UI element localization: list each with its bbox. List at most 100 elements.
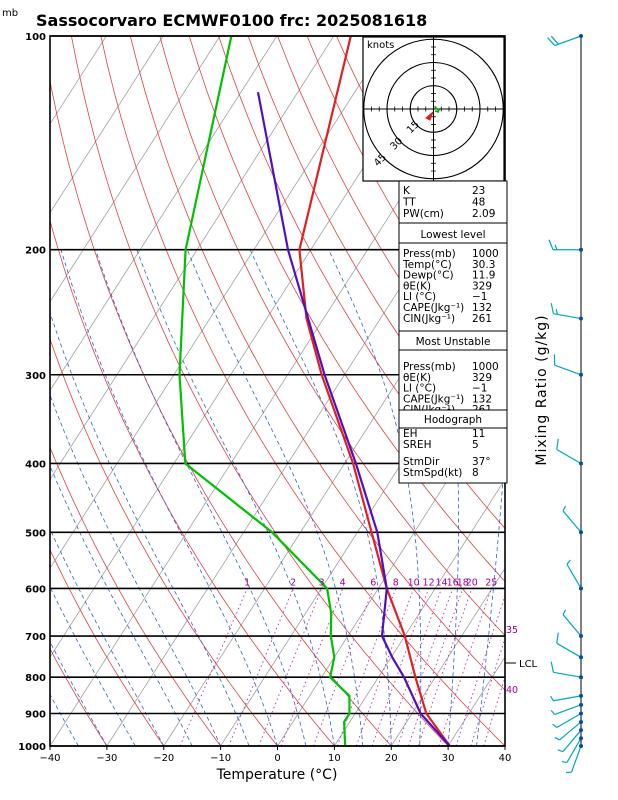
dry-adiabat-line — [50, 446, 221, 746]
dewpoint-profile — [178, 36, 351, 746]
x-tick-label: −20 — [153, 753, 174, 764]
index-value: 48 — [472, 197, 485, 209]
x-tick-label: −40 — [39, 753, 60, 764]
index-value: 1000 — [472, 361, 499, 373]
isotherm-line — [50, 36, 391, 570]
index-value: 329 — [472, 372, 492, 384]
pressure-tick-label: 900 — [25, 710, 46, 721]
mixing-ratio-label: 18 — [457, 578, 469, 589]
index-value: 2.09 — [472, 208, 495, 220]
x-tick-label: −30 — [96, 753, 117, 764]
dry-adiabat-line — [513, 36, 618, 746]
lowest-level-box — [398, 222, 508, 332]
pressure-tick-label: 100 — [25, 32, 46, 43]
mixing-ratio-label: 4 — [340, 578, 346, 589]
index-value: −1 — [472, 383, 487, 395]
wind-barb — [562, 609, 583, 639]
wind-barb — [557, 728, 583, 753]
mixing-ratio-label: 14 — [435, 578, 447, 589]
axis-labels: −40 −30 −20 −10 0 10 20 30 40 100 200 300 400 500 600 7… — [18, 32, 511, 764]
x-tick-label: 40 — [499, 753, 512, 764]
pressure-tick-label: 400 — [25, 459, 46, 470]
hodograph-stats-header: Hodograph — [424, 414, 482, 426]
mixing-ratio-label: 8 — [393, 578, 399, 589]
moist-adiabat-line — [95, 249, 307, 746]
isotherm-line — [50, 36, 278, 392]
dry-adiabat-line — [71, 36, 449, 746]
wind-barb — [561, 736, 583, 764]
dry-adiabat-line — [50, 219, 335, 746]
isotherm-line — [334, 478, 505, 746]
indices-panel: K 23 TT 48 PW(cm) 2.09 Lowest level Press(mb) 10… — [398, 180, 508, 484]
sounding-profiles — [178, 36, 451, 746]
wind-barb — [566, 559, 583, 591]
mixing-ratio-line — [228, 588, 294, 746]
mixing-ratio-label: 40 — [506, 685, 518, 696]
index-value: 37° — [472, 456, 491, 468]
wind-barb — [552, 711, 583, 729]
mixing-ratio-line — [258, 588, 323, 746]
index-label: Dewp(°C) — [403, 270, 454, 282]
dry-adiabat-line — [543, 36, 618, 746]
pressure-tick-label: 700 — [25, 632, 46, 643]
x-tick-label: 20 — [385, 753, 398, 764]
indices-summary-box — [398, 180, 508, 224]
moist-adiabat-line — [50, 527, 165, 746]
dry-adiabat-line — [50, 337, 278, 746]
index-label: Press(mb) — [403, 361, 456, 373]
pressure-unit-label: mb — [2, 8, 18, 19]
hodograph-units-label: knots — [367, 40, 394, 51]
dry-adiabat-line — [50, 647, 108, 746]
index-value: 11 — [472, 428, 485, 440]
isotherm-line — [50, 36, 221, 303]
diagram-grid — [50, 36, 618, 746]
index-value: 8 — [472, 467, 479, 479]
wind-barb — [547, 34, 583, 47]
wind-barb — [550, 661, 583, 680]
mixing-ratio-label: 2 — [290, 578, 296, 589]
mixing-ratio-line — [179, 588, 248, 746]
moist-adiabat-line — [476, 249, 505, 746]
dry-adiabat-line — [188, 36, 505, 583]
isotherm-line — [390, 567, 505, 746]
index-label: K — [403, 185, 411, 197]
wind-barb — [554, 719, 583, 741]
parcel-path — [256, 91, 451, 746]
index-value: 30.3 — [472, 259, 495, 271]
index-label: CAPE(Jkg⁻¹) — [403, 302, 464, 314]
moist-adiabat-line — [50, 693, 79, 746]
index-label: θE(K) — [403, 372, 431, 384]
pressure-tick-label: 1000 — [18, 742, 46, 753]
mixing-ratio-line — [280, 588, 344, 746]
chart-title: Sassocorvaro ECMWF0100 frc: 2025081618 — [36, 11, 427, 30]
index-value: 132 — [472, 393, 492, 405]
dry-adiabat-line — [50, 78, 392, 746]
mixing-ratio-label: 12 — [423, 578, 435, 589]
most-unstable-box — [398, 330, 508, 411]
mixing-ratio-label: 10 — [408, 578, 420, 589]
index-label: LI (°C) — [403, 383, 436, 395]
moist-adiabat-line — [50, 640, 108, 746]
pressure-tick-label: 800 — [25, 673, 46, 684]
x-tick-label: 30 — [442, 753, 455, 764]
index-label: TT — [402, 197, 416, 209]
index-value: 261 — [472, 313, 492, 325]
mixing-ratio-axis-label: Mixing Ratio (g/kg) — [534, 314, 550, 465]
wind-barb — [562, 505, 583, 535]
index-value: −1 — [472, 291, 487, 303]
dry-adiabat-line — [602, 36, 618, 746]
mixing-ratio-label: 3 — [319, 578, 325, 589]
most-unstable-header: Most Unstable — [416, 336, 491, 348]
wind-barb — [556, 438, 583, 466]
lcl-label: LCL — [519, 659, 538, 670]
index-label: EH — [403, 428, 418, 440]
temperature-profile — [298, 36, 451, 746]
dry-adiabat-line — [129, 36, 505, 691]
dry-adiabat-line — [100, 36, 505, 746]
mixing-ratio-label: 16 — [447, 578, 459, 589]
dry-adiabat-line — [572, 36, 618, 746]
pressure-tick-label: 500 — [25, 528, 46, 539]
isotherm-line — [504, 745, 505, 746]
